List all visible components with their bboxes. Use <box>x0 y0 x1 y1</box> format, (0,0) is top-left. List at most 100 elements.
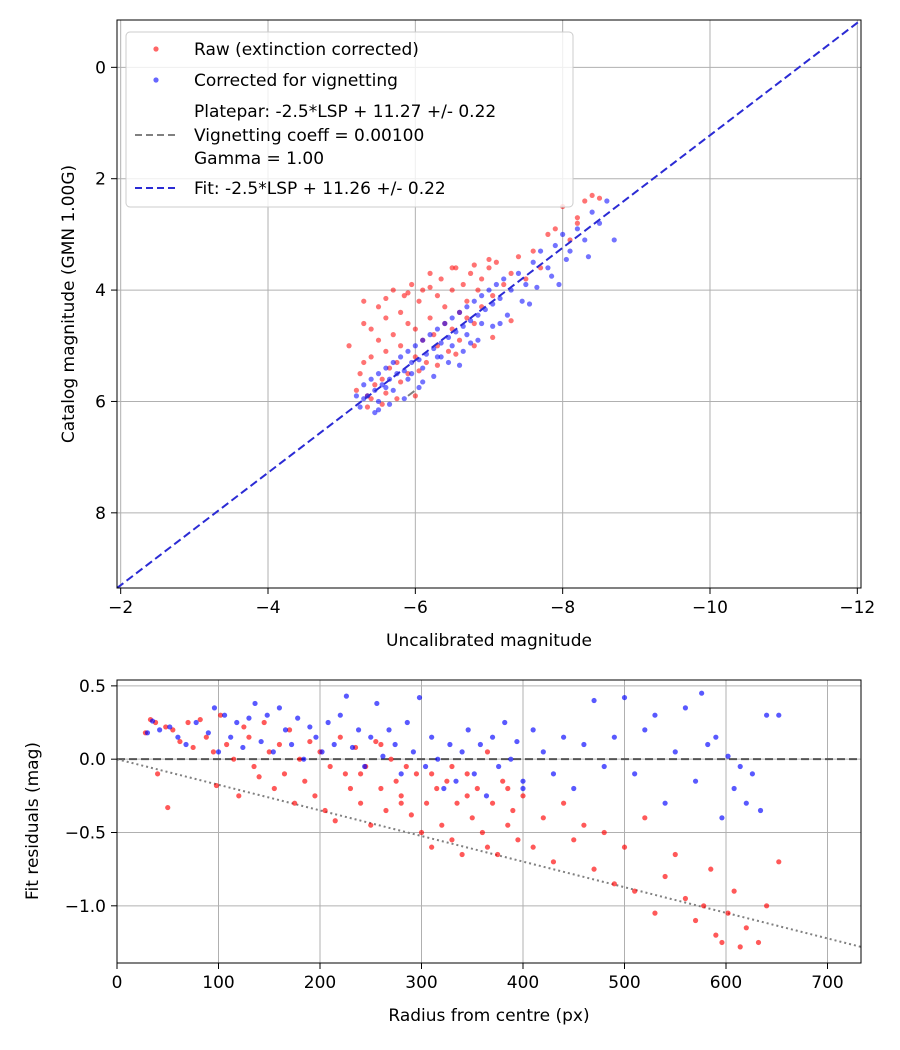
corrected-point <box>526 301 533 307</box>
raw-point <box>217 712 224 718</box>
corrected-point <box>621 694 628 701</box>
corrected-point <box>519 298 525 304</box>
corrected-point <box>442 320 448 327</box>
corrected-point <box>479 293 485 299</box>
raw-point <box>390 332 396 338</box>
corrected-point <box>699 690 705 696</box>
y-tick-label: 0 <box>95 58 106 78</box>
corrected-point <box>405 348 411 354</box>
corrected-point <box>589 209 595 215</box>
raw-point <box>213 782 220 789</box>
corrected-point <box>183 741 189 748</box>
corrected-point <box>447 741 453 748</box>
raw-point <box>405 371 411 377</box>
raw-point <box>390 287 396 293</box>
raw-point <box>486 256 492 263</box>
top-plot-frame <box>116 19 862 589</box>
corrected-point <box>157 727 163 733</box>
raw-point <box>474 785 480 792</box>
raw-point <box>500 778 506 784</box>
raw-point <box>332 818 338 824</box>
legend-gamma-label: Gamma = 1.00 <box>194 149 324 169</box>
raw-point <box>484 749 491 755</box>
corrected-point <box>435 756 441 762</box>
corrected-point <box>361 382 367 388</box>
corrected-point <box>514 738 520 745</box>
raw-point <box>486 265 492 271</box>
corrected-point <box>601 763 607 770</box>
reference-line <box>117 758 861 948</box>
corrected-point <box>471 298 477 304</box>
raw-point <box>471 320 477 327</box>
corrected-point <box>429 734 435 740</box>
corrected-point <box>438 354 444 360</box>
corrected-point <box>776 712 782 718</box>
corrected-point <box>422 763 429 770</box>
corrected-point <box>652 712 658 718</box>
corrected-point <box>412 343 418 349</box>
raw-point <box>416 298 422 304</box>
raw-point <box>743 925 749 931</box>
corrected-point <box>331 741 337 748</box>
raw-point <box>375 337 382 343</box>
corrected-point <box>642 727 648 733</box>
raw-point <box>423 359 429 366</box>
corrected-point <box>295 715 301 721</box>
corrected-point <box>246 715 252 721</box>
raw-point <box>701 903 707 909</box>
legend-platepar-label: Platepar: -2.5*LSP + 11.27 +/- 0.22 <box>194 102 496 122</box>
corrected-point <box>490 323 496 329</box>
raw-point <box>379 376 385 382</box>
x-tick-label: −10 <box>692 598 728 618</box>
raw-point <box>484 844 491 850</box>
raw-point <box>427 315 433 321</box>
corrected-point <box>270 749 276 755</box>
corrected-point <box>682 705 689 711</box>
x-tick-label: −4 <box>255 598 280 618</box>
raw-point <box>682 895 689 902</box>
corrected-point <box>449 343 455 349</box>
y-tick-label: 8 <box>95 504 106 524</box>
raw-point <box>256 774 262 780</box>
corrected-point <box>282 727 289 733</box>
corrected-point <box>497 295 503 302</box>
residuals-scatter-chart: 0 100 200 300 400 500 600 700 0.5 0.0 −0.5 −1.0 Ra… <box>23 677 862 1026</box>
raw-point <box>459 851 465 858</box>
legend-vignetting-label: Vignetting coeff = 0.00100 <box>194 126 424 146</box>
corrected-point <box>193 719 199 726</box>
raw-point <box>368 396 374 402</box>
raw-point <box>545 231 551 237</box>
corrected-point <box>401 368 407 374</box>
raw-point <box>405 320 411 327</box>
raw-point <box>469 815 475 821</box>
corrected-point <box>301 756 307 762</box>
raw-point <box>520 793 526 799</box>
raw-point <box>596 195 603 201</box>
raw-point <box>442 304 448 310</box>
raw-point <box>322 807 328 814</box>
raw-point <box>276 741 283 748</box>
raw-point <box>540 815 546 821</box>
raw-point <box>394 396 400 402</box>
raw-point <box>449 265 455 271</box>
raw-point <box>456 337 463 343</box>
corrected-point <box>374 700 380 707</box>
raw-point <box>621 844 628 850</box>
raw-point <box>210 749 217 755</box>
corrected-point <box>545 265 551 271</box>
raw-point <box>190 744 196 751</box>
raw-point <box>361 320 367 327</box>
x-tick-label: 100 <box>202 973 234 993</box>
raw-point <box>327 763 333 770</box>
raw-point <box>489 800 496 806</box>
corrected-point <box>520 785 526 792</box>
corrected-point <box>456 309 463 315</box>
raw-point <box>224 741 230 748</box>
corrected-point <box>479 320 485 327</box>
x-tick-label: 400 <box>507 973 539 993</box>
raw-point <box>713 932 719 938</box>
corrected-point <box>467 318 474 324</box>
bottom-y-ticks: 0.5 0.0 −0.5 −1.0 <box>65 677 117 917</box>
raw-point <box>368 326 374 332</box>
